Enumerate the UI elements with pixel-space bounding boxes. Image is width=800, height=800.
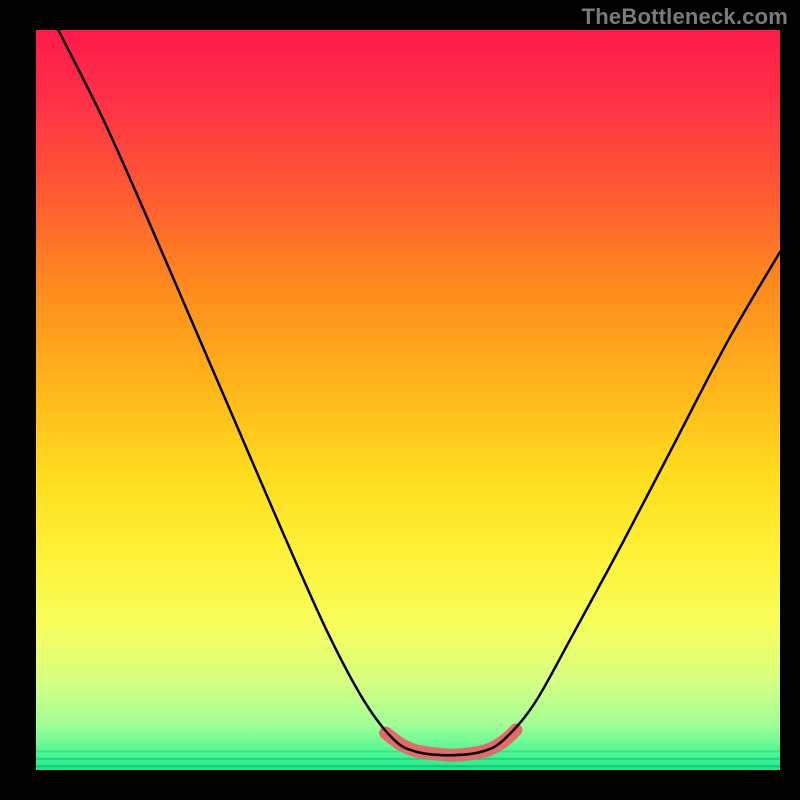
chart-svg [0, 0, 800, 800]
watermark-text: TheBottleneck.com [582, 4, 788, 30]
plot-background-gradient [36, 30, 780, 770]
chart-root: TheBottleneck.com [0, 0, 800, 800]
